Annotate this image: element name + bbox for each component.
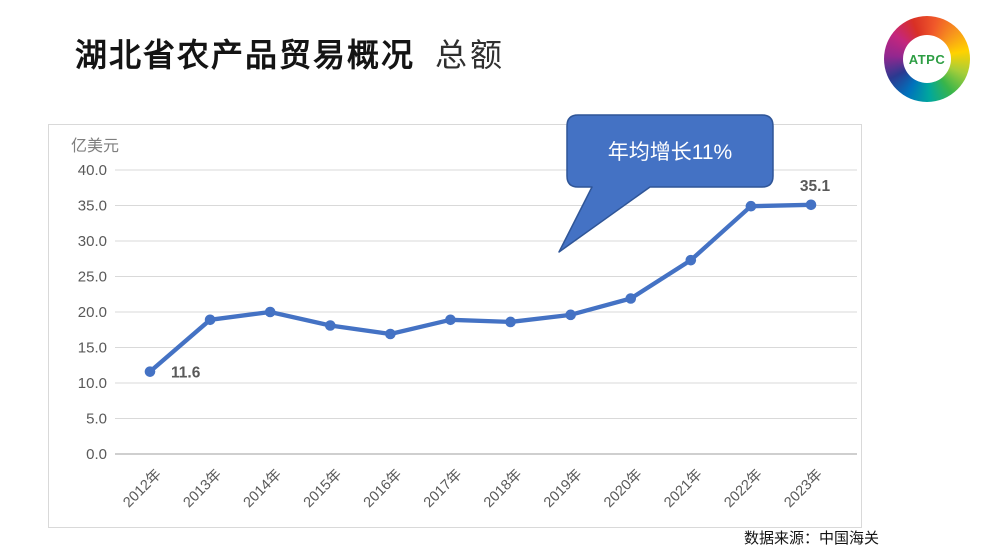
y-tick-label: 15.0: [78, 340, 107, 357]
data-point-marker: [264, 306, 276, 318]
y-tick-label: 25.0: [78, 269, 107, 286]
data-point-marker: [745, 200, 757, 212]
trade-line-chart: 亿美元 0.0 5.0 10.0 15.0 20.0 25.0 30.0 35.0 40.0 20…: [71, 137, 857, 511]
trade-chart-container: 亿美元 0.0 5.0 10.0 15.0 20.0 25.0 30.0 35.0 40.0 20…: [48, 124, 862, 528]
x-tick-label: 2021年: [661, 466, 706, 511]
data-point-marker: [385, 328, 396, 340]
y-tick-label: 40.0: [78, 162, 107, 179]
page-subtitle: 总额: [435, 37, 506, 73]
x-tick-label: 2016年: [360, 466, 405, 511]
callout-text: 年均增长11%: [608, 141, 732, 164]
data-point-marker: [144, 366, 156, 377]
x-tick-label: 2022年: [721, 466, 766, 511]
x-tick-label: 2018年: [480, 466, 525, 511]
data-point-marker: [324, 320, 336, 331]
x-tick-label: 2015年: [300, 466, 345, 511]
trend-line: [147, 202, 814, 374]
y-axis-unit-label: 亿美元: [71, 137, 119, 155]
y-tick-label: 5.0: [86, 411, 107, 428]
data-point-marker: [565, 309, 576, 321]
data-point-marker: [685, 254, 697, 266]
data-point-marker: [505, 316, 516, 328]
y-tick-label: 20.0: [78, 304, 107, 321]
atpc-logo-text: ATPC: [908, 51, 946, 67]
data-point-marker: [625, 293, 637, 304]
y-tick-label: 10.0: [78, 375, 107, 392]
x-tick-label: 2023年: [781, 466, 826, 511]
data-point-marker: [445, 314, 456, 326]
x-tick-label: 2017年: [420, 466, 465, 511]
x-tick-label: 2019年: [540, 466, 585, 511]
x-tick-label: 2013年: [180, 466, 225, 511]
y-tick-label: 30.0: [78, 233, 107, 250]
growth-callout: 年均增长11%: [558, 114, 774, 253]
callout-bubble-shape: [558, 114, 774, 253]
data-label-last: 35.1: [800, 178, 831, 195]
data-point-marker: [204, 314, 216, 326]
atpc-logo: ATPC: [884, 16, 970, 102]
title-main: 湖北省农产品贸易概况: [75, 37, 416, 73]
page-title: 湖北省农产品贸易概况 总额: [75, 30, 505, 76]
y-tick-label: 0.0: [86, 446, 107, 463]
data-point-marker: [805, 199, 817, 211]
y-tick-label: 35.0: [78, 198, 107, 215]
data-label-first: 11.6: [171, 365, 201, 382]
atpc-logo-center: ATPC: [903, 35, 951, 83]
x-tick-label: 2012年: [120, 466, 165, 511]
x-tick-label: 2020年: [600, 466, 645, 511]
x-tick-label: 2014年: [240, 466, 285, 511]
data-source-label: 数据来源：中国海关: [744, 530, 880, 547]
